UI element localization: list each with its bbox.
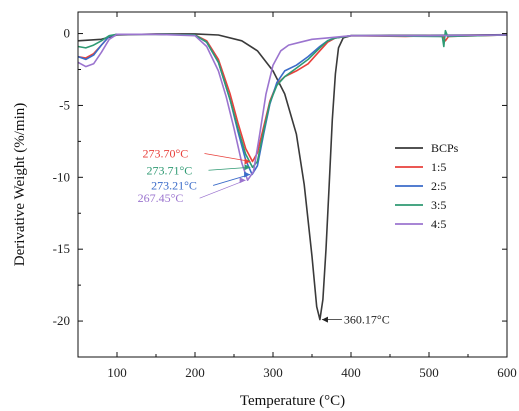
y-tick-label: 0 — [64, 26, 71, 41]
y-tick-label: -10 — [53, 169, 70, 184]
annotation-label: 360.17°C — [344, 313, 390, 327]
annotation-label: 273.71°C — [146, 163, 192, 177]
plot-background — [78, 12, 507, 357]
legend-label: 3:5 — [431, 198, 446, 212]
annotation-label: 273.70°C — [142, 147, 188, 161]
annotation-label: 273.21°C — [151, 178, 197, 192]
x-tick-label: 300 — [263, 365, 283, 380]
series-layer — [77, 29, 508, 321]
annotation-arrowhead — [244, 158, 251, 165]
annotation-pointer — [208, 166, 251, 171]
y-tick-label: -15 — [53, 241, 70, 256]
x-tick-label: 600 — [497, 365, 517, 380]
annotation-arrowhead — [244, 171, 251, 178]
y-axis-title: Derivative Weight (%/min) — [12, 103, 28, 266]
y-tick-label: -20 — [53, 313, 70, 328]
annotation-label: 267.45°C — [138, 191, 184, 205]
x-tick-label: 400 — [341, 365, 361, 380]
annotation-pointer — [212, 174, 251, 186]
legend: BCPs 1:5 2:5 3:5 4:5 — [395, 141, 459, 231]
legend-label: 4:5 — [431, 217, 446, 231]
annotation-pointer — [204, 153, 251, 162]
annotation-arrowhead — [244, 164, 251, 171]
x-tick-label: 200 — [185, 365, 205, 380]
axes-layer: 100 200 300 400 500 600 0 -5 -10 -15 -20 — [53, 11, 517, 380]
x-tick-label: 500 — [419, 365, 439, 380]
annotation-arrowhead — [321, 316, 328, 323]
y-tick-label: -5 — [59, 97, 70, 112]
annotation-pointer — [199, 179, 246, 199]
series-line-4-5 — [77, 33, 508, 181]
plot-frame — [77, 11, 508, 358]
x-tick-label: 100 — [107, 365, 127, 380]
x-axis-title: Temperature (°C) — [240, 393, 345, 409]
legend-label: 2:5 — [431, 179, 446, 193]
legend-label: 1:5 — [431, 160, 446, 174]
annotation-arrowhead — [239, 177, 246, 184]
legend-label: BCPs — [431, 141, 459, 155]
